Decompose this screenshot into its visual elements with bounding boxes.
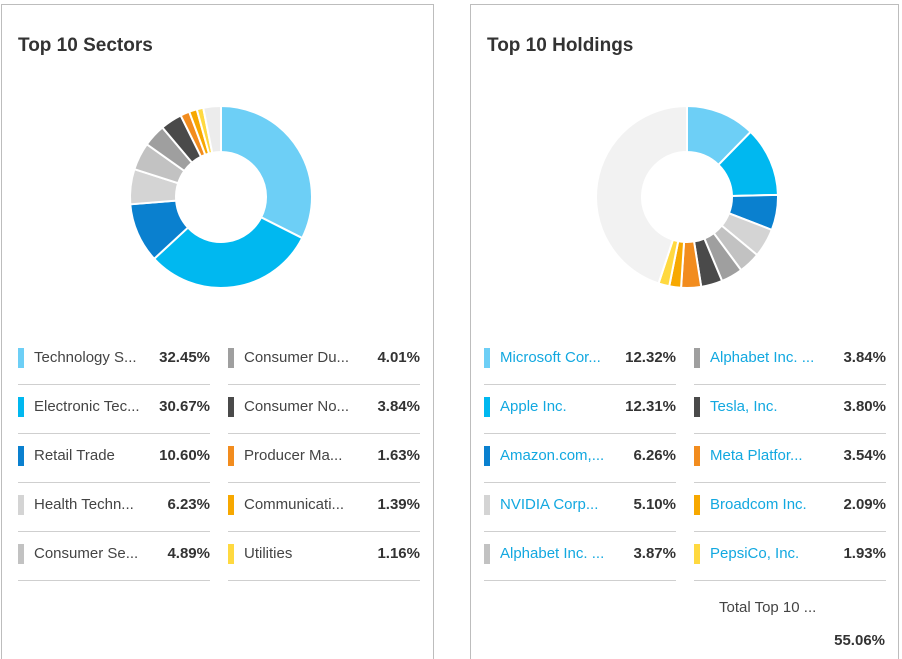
legend-label: Communicati...: [244, 496, 345, 513]
holding-link[interactable]: Alphabet Inc. ...: [710, 349, 815, 366]
holdings-legend-right: Alphabet Inc. ... 3.84% Tesla, Inc. 3.80% Me…: [694, 337, 886, 582]
legend-swatch: [18, 348, 24, 368]
holding-link[interactable]: Meta Platfor...: [710, 447, 803, 464]
legend-value: 4.01%: [377, 349, 420, 366]
legend-value: 12.32%: [625, 349, 676, 366]
legend-value: 3.54%: [843, 447, 886, 464]
legend-value: 3.84%: [843, 349, 886, 366]
legend-value: 4.89%: [167, 545, 210, 562]
legend-item: Retail Trade 10.60%: [18, 435, 210, 483]
legend-label: Technology S...: [34, 349, 137, 366]
legend-swatch: [694, 397, 700, 417]
legend-item: Electronic Tec... 30.67%: [18, 386, 210, 434]
legend-item: Consumer No... 3.84%: [228, 386, 420, 434]
legend-swatch: [694, 495, 700, 515]
legend-swatch: [228, 495, 234, 515]
legend-swatch: [18, 446, 24, 466]
legend-item: Health Techn... 6.23%: [18, 484, 210, 532]
legend-swatch: [228, 348, 234, 368]
legend-swatch: [484, 397, 490, 417]
total-top10-label: Total Top 10 ...: [719, 599, 817, 616]
legend-swatch: [484, 446, 490, 466]
sectors-legend-left: Technology S... 32.45% Electronic Tec... 30…: [18, 337, 210, 582]
holding-link[interactable]: Alphabet Inc. ...: [500, 545, 605, 562]
donut-slice-1[interactable]: [220, 104, 313, 240]
holding-link[interactable]: Apple Inc.: [500, 398, 567, 415]
legend-item: Consumer Du... 4.01%: [228, 337, 420, 385]
legend-value: 6.26%: [633, 447, 676, 464]
sectors-legend-right: Consumer Du... 4.01% Consumer No... 3.84% Pr…: [228, 337, 420, 582]
legend-value: 1.63%: [377, 447, 420, 464]
legend-swatch: [228, 397, 234, 417]
legend-item[interactable]: Apple Inc. 12.31%: [484, 386, 676, 434]
legend-label: Consumer Du...: [244, 349, 350, 366]
holding-link[interactable]: Tesla, Inc.: [710, 398, 778, 415]
legend-value: 5.10%: [633, 496, 676, 513]
legend-value: 3.80%: [843, 398, 886, 415]
legend-item[interactable]: Microsoft Cor... 12.32%: [484, 337, 676, 385]
holdings-title: Top 10 Holdings: [487, 35, 634, 56]
legend-label: Consumer No...: [244, 398, 350, 415]
holding-link[interactable]: Amazon.com,...: [500, 447, 605, 464]
legend-item: Utilities 1.16%: [228, 533, 420, 581]
legend-item[interactable]: NVIDIA Corp... 5.10%: [484, 484, 676, 532]
legend-value: 6.23%: [167, 496, 210, 513]
legend-item: Consumer Se... 4.89%: [18, 533, 210, 581]
legend-swatch: [694, 348, 700, 368]
sectors-panel: Top 10 Sectors Technology S... 32.45% Elec…: [1, 4, 434, 659]
legend-swatch: [484, 544, 490, 564]
holding-link[interactable]: Broadcom Inc.: [710, 496, 807, 513]
legend-item: Producer Ma... 1.63%: [228, 435, 420, 483]
legend-item[interactable]: Broadcom Inc. 2.09%: [694, 484, 886, 532]
legend-value: 1.39%: [377, 496, 420, 513]
legend-swatch: [484, 495, 490, 515]
holdings-legend-left: Microsoft Cor... 12.32% Apple Inc. 12.31% Am…: [484, 337, 676, 582]
sectors-title: Top 10 Sectors: [18, 35, 153, 56]
legend-swatch: [18, 397, 24, 417]
legend-swatch: [694, 544, 700, 564]
legend-swatch: [228, 446, 234, 466]
legend-swatch: [228, 544, 234, 564]
donut-slice-remainder: [595, 104, 688, 285]
legend-swatch: [694, 446, 700, 466]
legend-swatch: [18, 544, 24, 564]
legend-value: 1.93%: [843, 545, 886, 562]
legend-item[interactable]: Amazon.com,... 6.26%: [484, 435, 676, 483]
legend-value: 1.16%: [377, 545, 420, 562]
legend-item[interactable]: Alphabet Inc. ... 3.87%: [484, 533, 676, 581]
holding-link[interactable]: Microsoft Cor...: [500, 349, 601, 366]
legend-item[interactable]: PepsiCo, Inc. 1.93%: [694, 533, 886, 581]
legend-value: 3.87%: [633, 545, 676, 562]
legend-value: 2.09%: [843, 496, 886, 513]
legend-value: 10.60%: [159, 447, 210, 464]
legend-item[interactable]: Tesla, Inc. 3.80%: [694, 386, 886, 434]
donut-slice-2[interactable]: [152, 215, 304, 289]
holding-link[interactable]: PepsiCo, Inc.: [710, 545, 800, 562]
donut-slice-remainder: [202, 104, 222, 155]
legend-label: Electronic Tec...: [34, 398, 140, 415]
holdings-panel: Top 10 Holdings Microsoft Cor... 12.32% Ap…: [470, 4, 899, 659]
legend-label: Health Techn...: [34, 496, 134, 513]
holding-link[interactable]: NVIDIA Corp...: [500, 496, 599, 513]
legend-swatch: [484, 348, 490, 368]
legend-label: Producer Ma...: [244, 447, 343, 464]
legend-label: Retail Trade: [34, 447, 115, 464]
legend-label: Utilities: [244, 545, 293, 562]
legend-value: 32.45%: [159, 349, 210, 366]
legend-swatch: [18, 495, 24, 515]
legend-item: Technology S... 32.45%: [18, 337, 210, 385]
sectors-donut-chart: [129, 104, 313, 289]
legend-item[interactable]: Meta Platfor... 3.54%: [694, 435, 886, 483]
legend-value: 30.67%: [159, 398, 210, 415]
legend-value: 12.31%: [625, 398, 676, 415]
legend-item: Communicati... 1.39%: [228, 484, 420, 532]
total-top10-value: 55.06%: [834, 632, 885, 649]
holdings-donut-chart: [595, 104, 779, 289]
legend-label: Consumer Se...: [34, 545, 139, 562]
legend-item[interactable]: Alphabet Inc. ... 3.84%: [694, 337, 886, 385]
legend-value: 3.84%: [377, 398, 420, 415]
